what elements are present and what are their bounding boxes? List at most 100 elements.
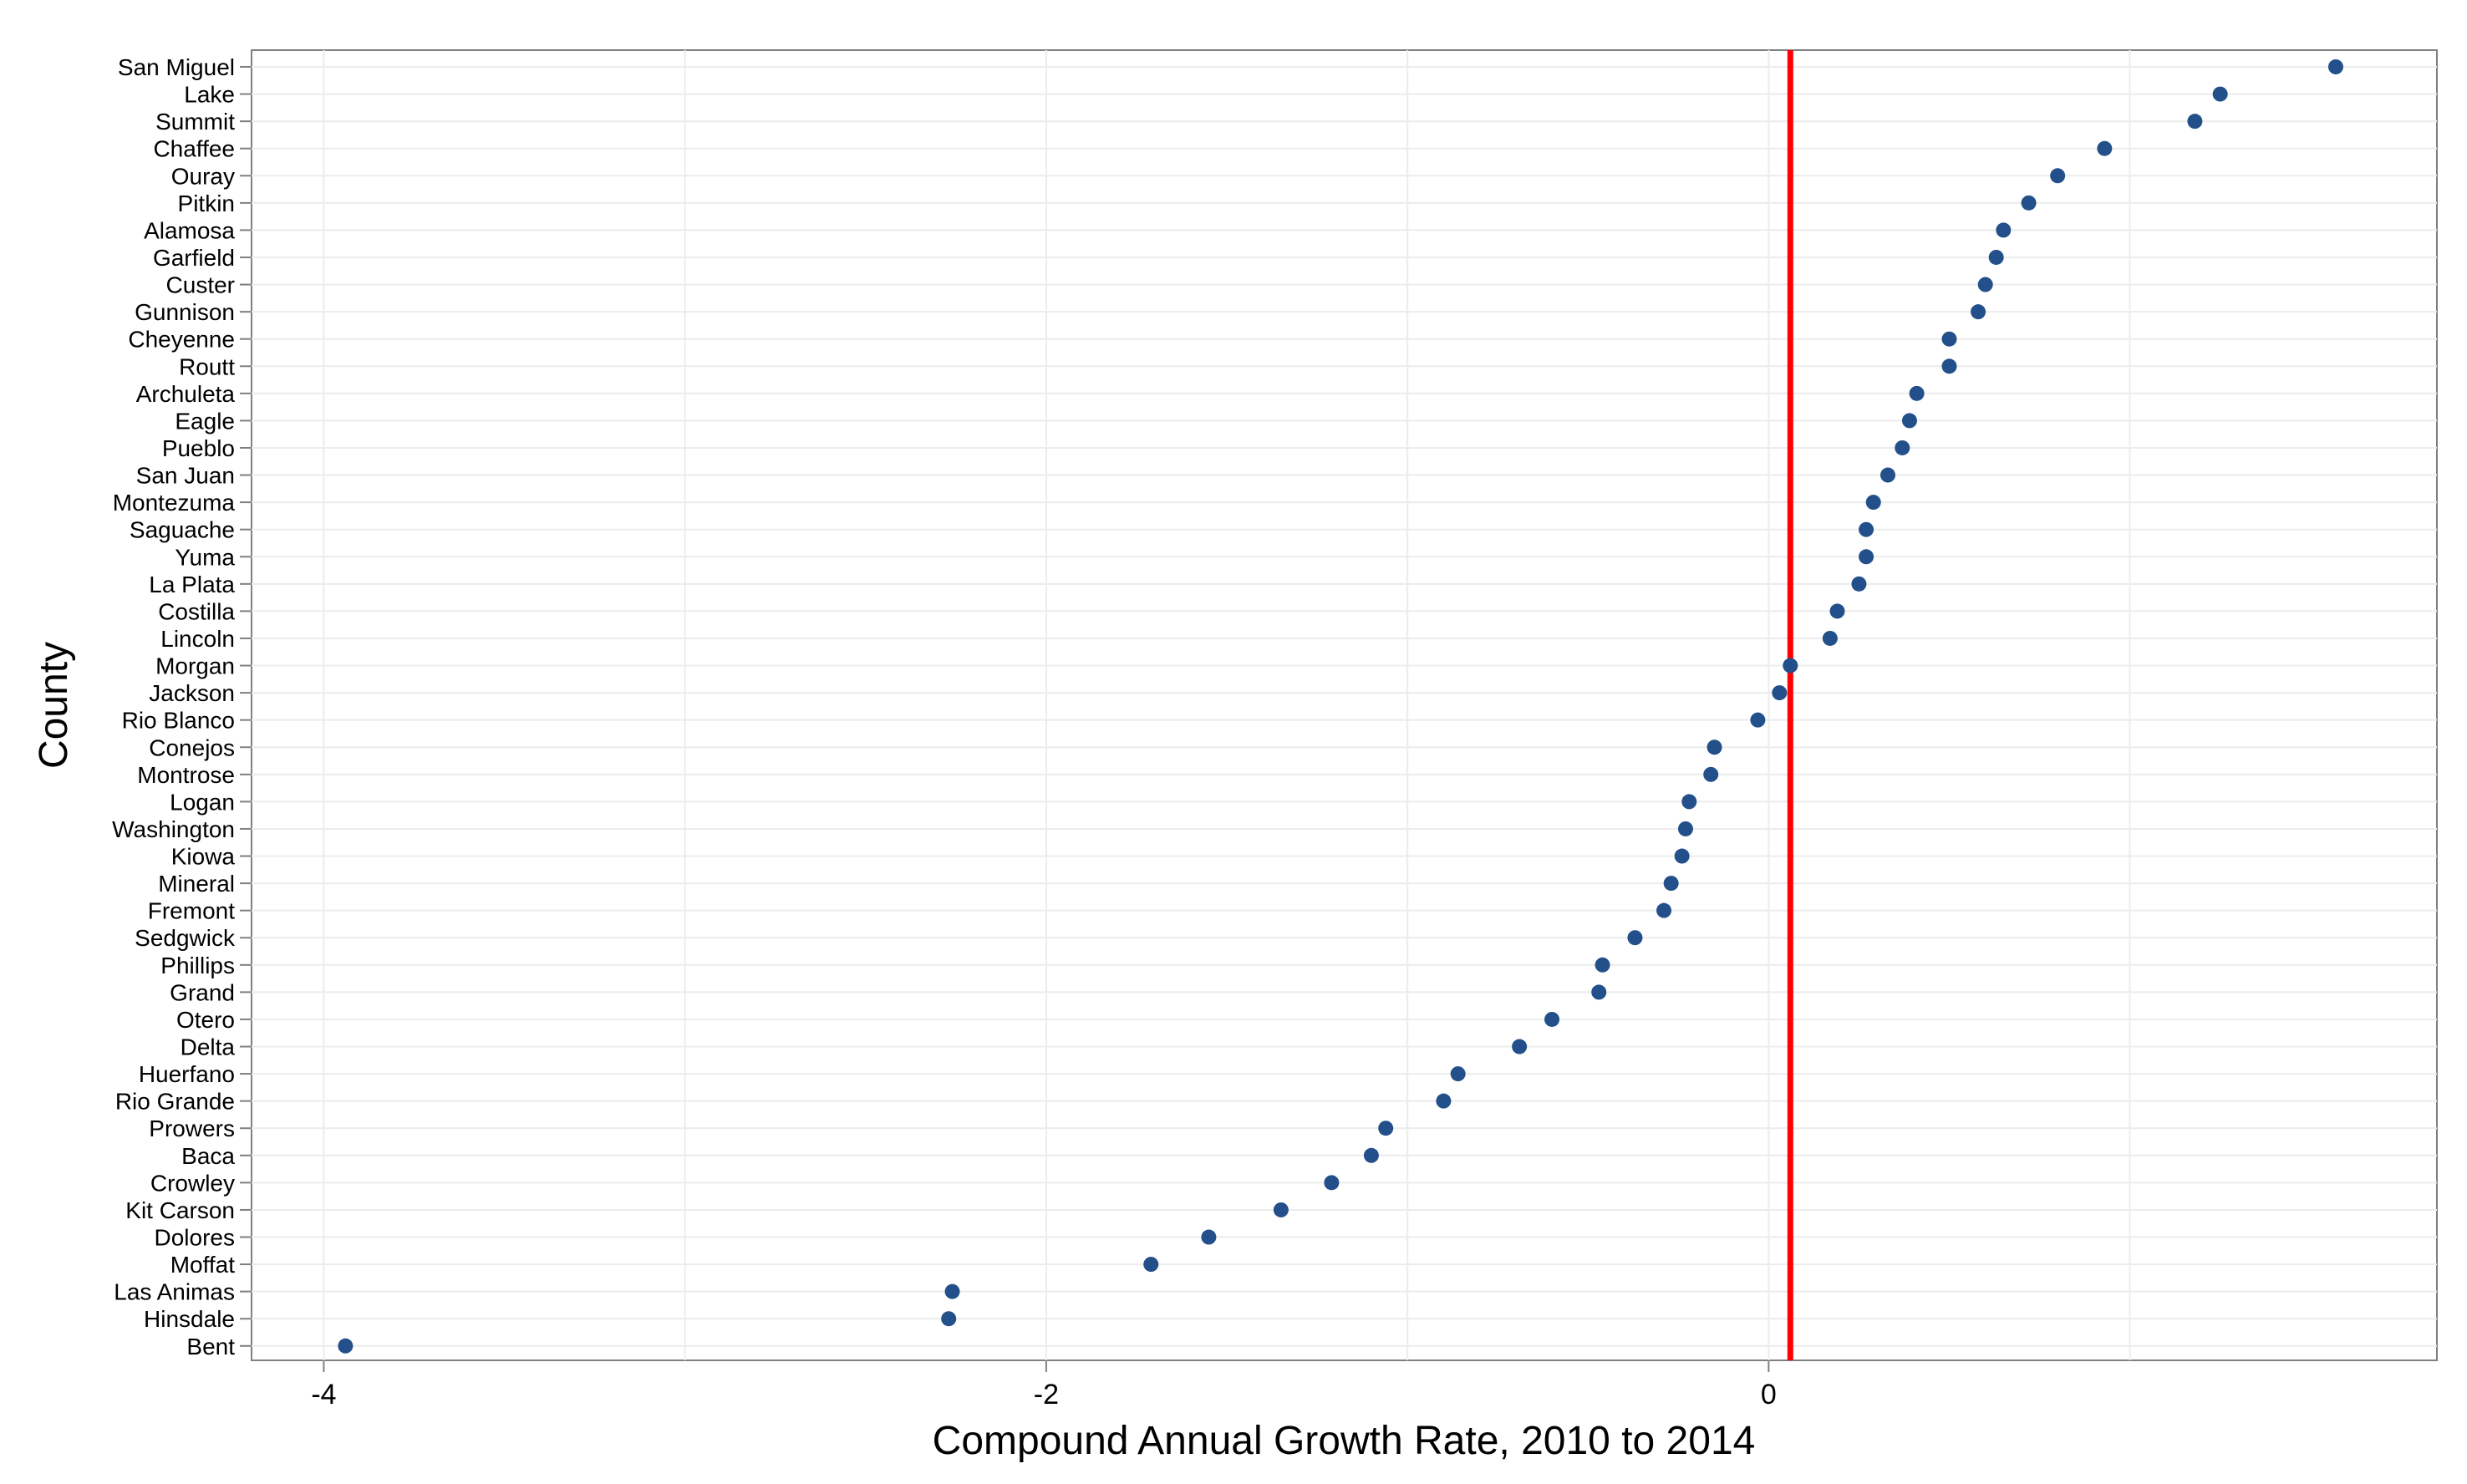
data-point (1656, 902, 1672, 918)
y-tick-label: Routt (179, 353, 235, 379)
data-point (1971, 304, 1986, 320)
y-tick-label: Moffat (170, 1252, 236, 1278)
y-tick-label: Custer (166, 272, 235, 298)
y-tick-label: Archuleta (136, 381, 236, 407)
data-point (1996, 222, 2012, 238)
y-tick-label: Sedgwick (135, 925, 236, 951)
y-tick-label: Lake (184, 82, 235, 108)
y-tick-label: Kit Carson (125, 1197, 235, 1223)
y-tick-label: Crowley (150, 1170, 235, 1196)
y-tick-label: Garfield (153, 245, 235, 271)
data-point (1627, 930, 1643, 946)
y-tick-label: Las Animas (114, 1279, 235, 1305)
data-point (1324, 1175, 1340, 1191)
data-point (1591, 984, 1607, 1000)
data-point (1674, 848, 1690, 864)
x-tick-labels: -4 -2 0 (311, 1360, 1777, 1410)
data-point (944, 1283, 960, 1299)
y-tick-label: La Plata (149, 572, 235, 597)
data-point (2327, 59, 2343, 74)
y-tick-label: Pueblo (162, 435, 235, 461)
data-point (1783, 658, 1798, 673)
data-point (338, 1338, 354, 1354)
y-tick-label: Bent (186, 1334, 235, 1359)
y-tick-label: Logan (170, 789, 235, 815)
y-tick-label: Jackson (149, 680, 235, 706)
y-tick-label: Summit (155, 109, 235, 135)
data-point (1201, 1229, 1217, 1245)
y-tick-label: Kiowa (171, 844, 236, 870)
y-tick-label: Montrose (137, 762, 235, 788)
y-tick-label: Pitkin (178, 191, 235, 216)
data-point (1772, 685, 1788, 701)
y-tick-label: Phillips (160, 953, 235, 978)
y-axis-title: County (32, 642, 76, 769)
data-point (1977, 277, 1993, 292)
plot-panel (251, 49, 2438, 1361)
data-point (1829, 603, 1845, 619)
data-point (2187, 114, 2203, 130)
data-point (1273, 1202, 1289, 1217)
data-point (1895, 440, 1910, 455)
y-tick-label: Otero (176, 1007, 235, 1033)
y-tick-label: Rio Blanco (122, 708, 235, 734)
x-axis-title: Compound Annual Growth Rate, 2010 to 201… (933, 1419, 1756, 1463)
y-tick-label: Morgan (155, 653, 235, 679)
y-tick-label: Costilla (158, 598, 235, 624)
data-point (2097, 140, 2113, 156)
data-point (1865, 495, 1881, 511)
y-tick-label: Hinsdale (144, 1306, 235, 1332)
x-tick-label: -2 (1034, 1379, 1059, 1410)
data-point (1143, 1257, 1159, 1273)
y-tick-label: Conejos (149, 734, 235, 760)
data-point (1880, 467, 1896, 483)
data-point (2021, 195, 2037, 211)
y-tick-label: Huerfano (139, 1061, 235, 1087)
data-point (1707, 739, 1722, 755)
y-tick-labels: San MiguelLakeSummitChaffeeOurayPitkinAl… (112, 54, 252, 1359)
y-tick-label: San Miguel (118, 54, 235, 80)
data-point (1595, 957, 1610, 973)
y-tick-label: Saguache (130, 517, 235, 543)
y-tick-label: Grand (170, 979, 235, 1005)
y-tick-label: Chaffee (153, 136, 235, 162)
data-point (1677, 821, 1693, 836)
data-point (1901, 413, 1917, 429)
y-tick-label: Fremont (148, 898, 235, 924)
y-tick-label: Prowers (149, 1116, 235, 1141)
y-tick-label: Dolores (155, 1225, 235, 1251)
data-point (1859, 549, 1874, 565)
data-point (1851, 576, 1867, 592)
y-tick-label: Rio Grande (115, 1089, 235, 1115)
data-point (1750, 712, 1766, 728)
x-tick-label: 0 (1761, 1379, 1777, 1410)
data-point (1663, 876, 1679, 892)
data-point (1909, 385, 1925, 401)
y-tick-label: Gunnison (135, 299, 235, 325)
y-tick-label: Delta (181, 1034, 236, 1060)
data-points (338, 59, 2343, 1354)
data-point (1378, 1121, 1394, 1136)
data-point (1941, 331, 1957, 347)
data-point (1703, 766, 1719, 782)
data-point (2212, 86, 2228, 102)
data-point (1450, 1066, 1466, 1082)
data-point (1512, 1039, 1528, 1055)
x-tick-label: -4 (311, 1379, 336, 1410)
data-point (1681, 794, 1697, 810)
y-tick-label: Montezuma (113, 490, 236, 516)
gridlines (252, 50, 2437, 1360)
y-tick-label: Cheyenne (128, 327, 235, 353)
y-tick-label: San Juan (136, 463, 235, 489)
data-point (1941, 358, 1957, 374)
y-tick-label: Alamosa (144, 217, 235, 243)
y-tick-label: Eagle (175, 408, 235, 434)
data-point (2050, 168, 2066, 184)
y-tick-label: Yuma (175, 544, 235, 570)
y-tick-label: Washington (112, 816, 235, 842)
data-point (1859, 521, 1874, 537)
data-point (941, 1311, 957, 1327)
y-tick-label: Lincoln (160, 626, 235, 652)
